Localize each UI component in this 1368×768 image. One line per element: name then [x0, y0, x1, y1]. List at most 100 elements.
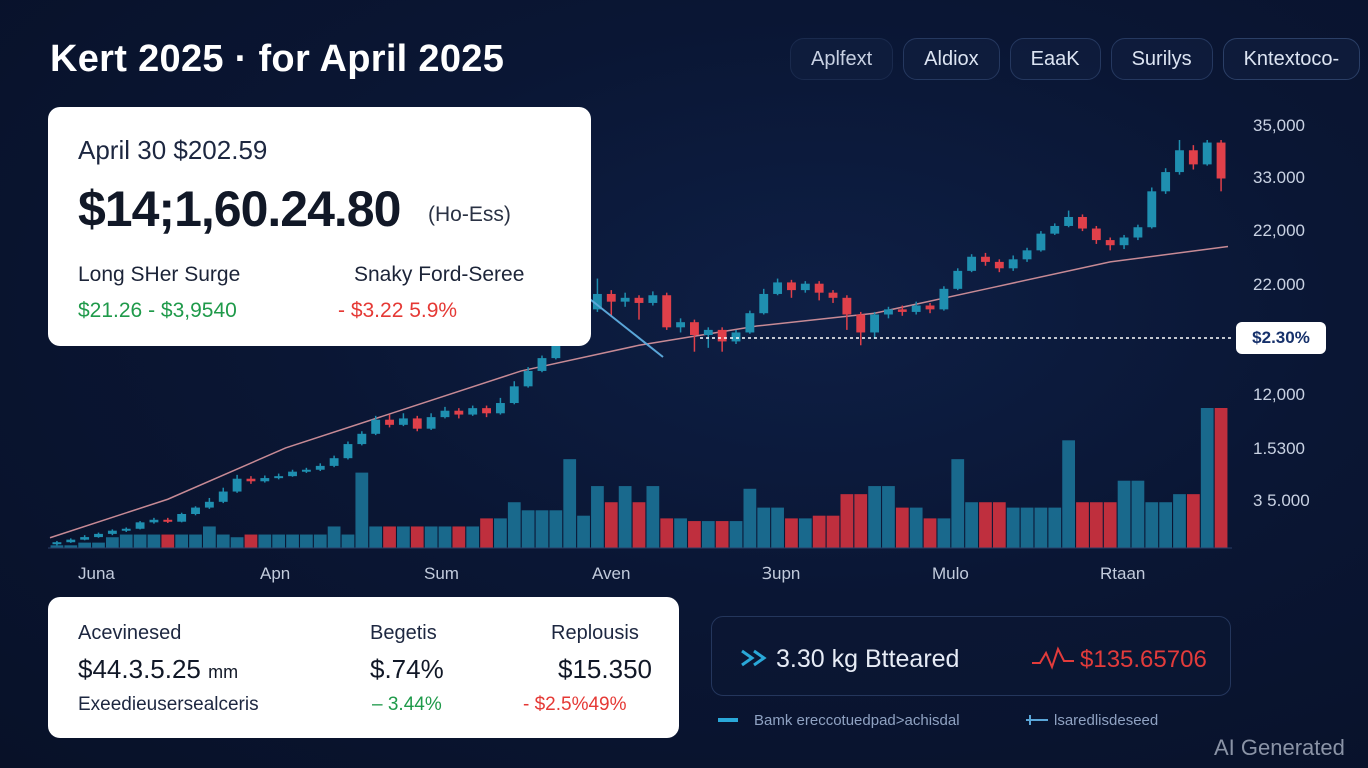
x-tick-label: Mulo [932, 564, 969, 583]
candle-body [495, 403, 505, 414]
candle-body [981, 256, 990, 262]
volume-bar [604, 502, 618, 548]
volume-bar [549, 510, 563, 548]
volume-bar [979, 502, 992, 548]
candle-body [232, 478, 242, 492]
candle-body [509, 386, 519, 404]
volume-bar [729, 521, 743, 548]
candle-body [1216, 142, 1226, 179]
volume-bar [92, 542, 105, 548]
candle-body [371, 419, 381, 434]
volume-bar [618, 486, 632, 548]
y-tick-label: 3 5.000 [1253, 491, 1310, 510]
stat-2-sub: – 3.44% [372, 694, 442, 715]
volume-bar [771, 507, 784, 548]
summary-note: (Ho-Ess) [428, 203, 511, 226]
stat-1-unit: mm [208, 662, 239, 682]
candle-body [523, 370, 533, 387]
candle-body [260, 478, 270, 482]
volume-bar [895, 507, 909, 548]
y-tick-label: 22,000 [1253, 221, 1305, 240]
candle-body [717, 329, 727, 342]
volume-bar [216, 534, 230, 548]
tab-surilys[interactable]: Surilys [1110, 38, 1213, 80]
volume-bar [1089, 502, 1103, 548]
candle-body [828, 292, 838, 298]
candle-body [301, 469, 311, 472]
volume-bar [1200, 408, 1214, 548]
volume-bar [937, 518, 951, 548]
candle-body [440, 410, 450, 418]
stat-2-header: Begetis [370, 622, 437, 644]
volume-bar [840, 494, 854, 548]
volume-bar [1076, 502, 1089, 548]
volume-bar [1214, 408, 1228, 548]
info-right-text: $135.65706 [1080, 646, 1207, 673]
volume-layer [50, 408, 1228, 548]
candle-body [454, 410, 464, 415]
tab-aldiox[interactable]: Aldiox [903, 38, 1000, 80]
legend-item-1: Bamk ereccotuedpad>achisdal [754, 712, 960, 729]
volume-bar [1062, 440, 1075, 548]
volume-bar [313, 534, 327, 548]
tab-eaak[interactable]: EaaK [1009, 38, 1101, 80]
candle-body [662, 295, 672, 328]
stat-3-sub: - $2.5%49% [523, 694, 627, 715]
volume-bar [798, 518, 812, 548]
sparkline-icon [1032, 646, 1074, 670]
volume-bar [591, 486, 604, 548]
summary-date: April 30 $202.59 [78, 135, 268, 165]
candle-body [426, 417, 436, 429]
volume-bar [715, 521, 729, 548]
x-tick-label: Aven [592, 564, 630, 583]
volume-bar [341, 534, 355, 548]
candle-body [703, 329, 713, 336]
volume-bar [1131, 480, 1145, 548]
volume-bar [203, 526, 216, 548]
candle-body [1133, 227, 1143, 238]
volume-bar [286, 534, 299, 548]
volume-bar [410, 526, 424, 548]
y-tick-label: 35,000 [1253, 116, 1305, 135]
tab-kntextoco[interactable]: Kntextoco- [1222, 38, 1361, 80]
volume-bar [757, 507, 771, 548]
volume-bar [161, 534, 175, 548]
volume-bar [992, 502, 1006, 548]
candle-body [357, 433, 367, 445]
tab-aplfext[interactable]: Aplfext [790, 38, 894, 80]
volume-bar [688, 521, 701, 548]
x-tick-label: Ɜupn [762, 564, 800, 583]
candle-body [1050, 225, 1060, 234]
volume-bar [147, 534, 161, 548]
candle-body [870, 314, 880, 333]
candle-body [163, 519, 173, 522]
stat-3-header: Replousis [551, 622, 639, 644]
volume-bar [1034, 507, 1048, 548]
candle-body [537, 358, 547, 371]
candle-body [1147, 191, 1157, 228]
volume-bar [701, 521, 715, 548]
candle-body [745, 313, 755, 333]
y-tick-label: 22.000 [1253, 275, 1305, 294]
volume-bar [909, 507, 923, 548]
candle-body [620, 297, 630, 302]
candle-body [398, 418, 408, 425]
volume-bar [452, 526, 466, 548]
trend-line [49, 245, 1229, 539]
candle-body [1105, 240, 1115, 246]
candle-body [1161, 172, 1171, 192]
volume-bar [230, 537, 244, 548]
candle-body [884, 309, 893, 315]
stat-1-sub: Exeedieusersealceris [78, 694, 259, 715]
candle-body [606, 293, 616, 302]
candle-body [149, 519, 159, 523]
candle-body [329, 458, 339, 466]
volume-bar [272, 534, 286, 548]
candle-body [107, 530, 117, 534]
x-tick-label: Apn [260, 564, 290, 583]
volume-bar [1048, 507, 1062, 548]
candle-body [925, 305, 935, 310]
volume-bar [507, 502, 521, 548]
info-left-text: 3.30 kg Btteared [776, 645, 960, 673]
